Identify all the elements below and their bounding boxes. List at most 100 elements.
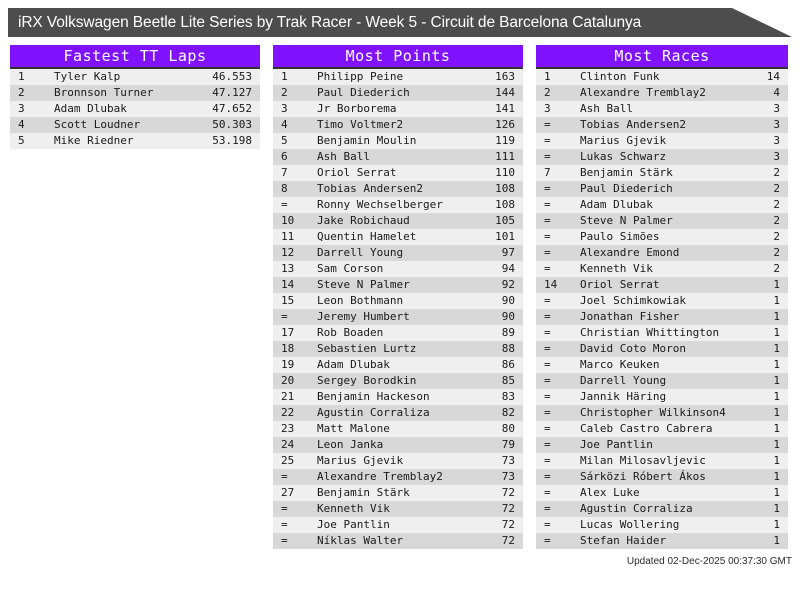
row-position: = [544,534,551,547]
row-position: 19 [281,358,295,371]
row-driver-name: Milan Milosavljevic [580,454,706,467]
row-value: 119 [495,134,515,147]
table-row: = Tobias Andersen2 3 [536,117,788,133]
banner-shape [8,8,792,37]
table-row: 17 Rob Boaden 89 [273,325,523,341]
row-position: 15 [281,294,295,307]
table-row: = Lucas Wollering 1 [536,517,788,533]
table-row: 4 Timo Voltmer2 126 [273,117,523,133]
row-position: 17 [281,326,295,339]
table-row: 13 Sam Corson 94 [273,261,523,277]
row-driver-name: Leon Janka [317,438,384,451]
row-value: 53.198 [212,134,252,147]
table-row: 14 Steve N Palmer 92 [273,277,523,293]
table-row: = Milan Milosavljevic 1 [536,453,788,469]
row-value: 89 [501,326,515,339]
row-value: 2 [773,182,780,195]
row-position: 20 [281,374,295,387]
row-position: 7 [544,166,551,179]
row-driver-name: Caleb Castro Cabrera [580,422,713,435]
row-driver-name: Paul Diederich [317,86,410,99]
row-value: 88 [501,342,515,355]
row-value: 97 [501,246,515,259]
table-row: = Paulo Simões 2 [536,229,788,245]
row-driver-name: Mike Riedner [54,134,134,147]
row-value: 2 [773,198,780,211]
row-position: = [544,374,551,387]
row-value: 72 [501,502,515,515]
row-driver-name: Alexandre Tremblay2 [317,470,443,483]
table-row: 2 Bronnson Turner 47.127 [10,85,260,101]
column-most-points: Most Points 1 Philipp Peine 163 2 Paul Diede… [273,45,523,549]
table-row: = Kenneth Vik 2 [536,261,788,277]
row-driver-name: Clinton Funk [580,70,660,83]
table-row: 1 Clinton Funk 14 [536,68,788,85]
row-position: 25 [281,454,295,467]
row-driver-name: Benjamin Stärk [317,486,410,499]
row-value: 2 [773,246,780,259]
table-row: = Jonathan Fisher 1 [536,309,788,325]
row-value: 72 [501,518,515,531]
table-row: 1 Philipp Peine 163 [273,68,523,85]
row-value: 92 [501,278,515,291]
row-position: = [281,502,288,515]
row-position: = [544,358,551,371]
row-driver-name: Christopher Wilkinson4 [580,406,726,419]
row-value: 90 [501,294,515,307]
row-driver-name: Ronny Wechselberger [317,198,443,211]
row-position: = [544,294,551,307]
row-position: = [544,422,551,435]
row-value: 83 [501,390,515,403]
row-position: = [544,310,551,323]
row-driver-name: Marius Gjevik [317,454,404,467]
row-driver-name: Jake Robichaud [317,214,410,227]
row-value: 108 [495,198,515,211]
table-row: 15 Leon Bothmann 90 [273,293,523,309]
row-value: 79 [501,438,515,451]
row-value: 2 [773,214,780,227]
row-value: 1 [773,294,780,307]
row-value: 73 [501,454,515,467]
row-value: 3 [773,134,780,147]
row-driver-name: Sergey Borodkin [317,374,417,387]
table-row: 2 Alexandre Tremblay2 4 [536,85,788,101]
row-driver-name: Oriol Serrat [580,278,660,291]
row-value: 80 [501,422,515,435]
table-row: = Joel Schimkowiak 1 [536,293,788,309]
table-row: 2 Paul Diederich 144 [273,85,523,101]
row-position: 1 [544,70,551,83]
table-row: 6 Ash Ball 111 [273,149,523,165]
table-row: 18 Sebastien Lurtz 88 [273,341,523,357]
row-value: 108 [495,182,515,195]
row-position: = [281,198,288,211]
row-value: 144 [495,86,515,99]
row-position: = [281,310,288,323]
row-position: 13 [281,262,295,275]
table-row: 12 Darrell Young 97 [273,245,523,261]
table-row: = Jeremy Humbert 90 [273,309,523,325]
table-row: 14 Oriol Serrat 1 [536,277,788,293]
row-driver-name: Alex Luke [580,486,640,499]
row-value: 1 [773,534,780,547]
table-body-1: 1 Philipp Peine 163 2 Paul Diederich 144 3 Jr B… [273,68,523,549]
row-position: = [281,470,288,483]
table-row: = Jannik Häring 1 [536,389,788,405]
row-driver-name: Jannik Häring [580,390,667,403]
row-value: 3 [773,118,780,131]
table-row: = Sárközi Róbert Ákos 1 [536,469,788,485]
table-row: 20 Sergey Borodkin 85 [273,373,523,389]
row-position: = [544,518,551,531]
table-row: 21 Benjamin Hackeson 83 [273,389,523,405]
row-driver-name: Agustin Corraliza [580,502,693,515]
row-position: = [544,502,551,515]
row-value: 90 [501,310,515,323]
row-driver-name: Marius Gjevik [580,134,667,147]
table-row: 1 Tyler Kalp 46.553 [10,68,260,85]
row-driver-name: Kenneth Vik [580,262,653,275]
row-value: 46.553 [212,70,252,83]
row-driver-name: Steve N Palmer [317,278,410,291]
row-value: 1 [773,422,780,435]
row-driver-name: Darrell Young [580,374,667,387]
row-position: 5 [281,134,288,147]
row-value: 73 [501,470,515,483]
